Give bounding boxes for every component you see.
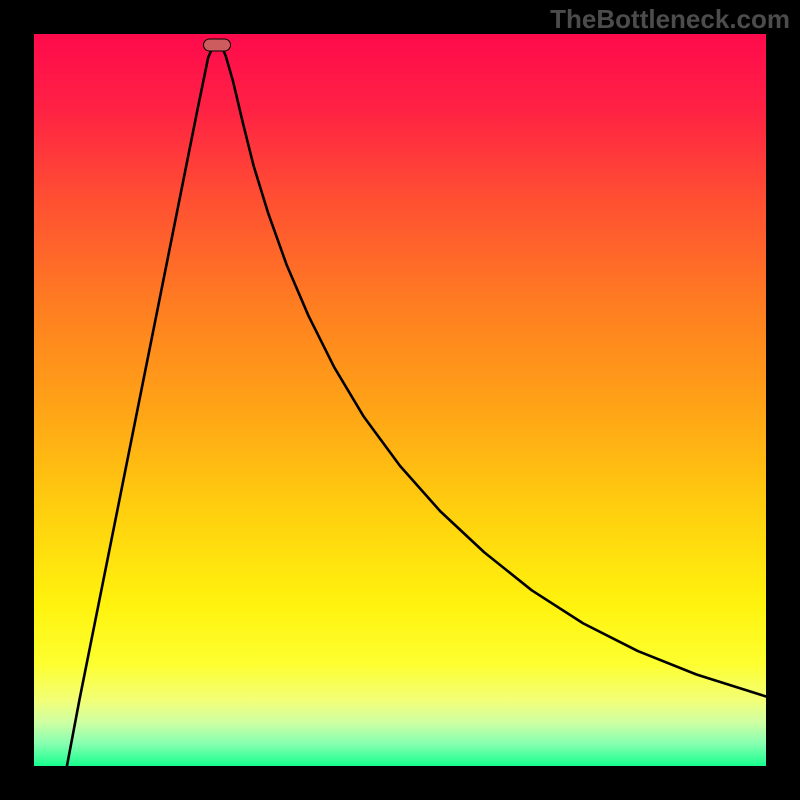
plot-area	[34, 34, 766, 766]
watermark-text: TheBottleneck.com	[550, 4, 790, 35]
chart-root: TheBottleneck.com	[0, 0, 800, 800]
background-gradient	[34, 34, 766, 766]
bottleneck-marker	[203, 38, 231, 51]
